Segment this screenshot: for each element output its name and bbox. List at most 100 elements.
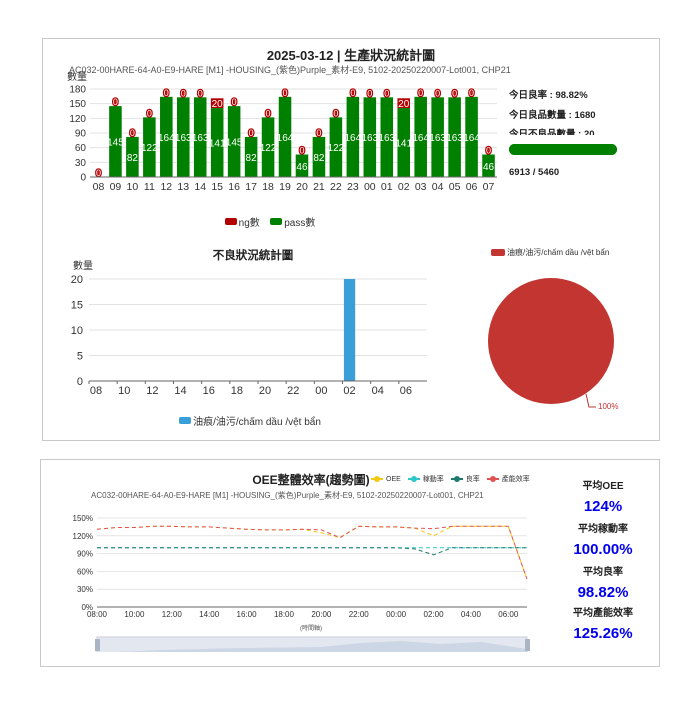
production-x-tick-label: 22	[330, 181, 342, 193]
production-bar-pass[interactable]	[278, 96, 292, 177]
production-ng-label: 0	[435, 88, 440, 98]
production-y-tick-label: 120	[69, 114, 86, 125]
production-x-tick-label: 10	[127, 181, 139, 193]
oee-series-line[interactable]	[96, 525, 528, 580]
production-ng-label: 0	[469, 88, 474, 98]
pie-percent-label: 100%	[598, 402, 618, 411]
production-ng-label: 0	[232, 97, 237, 107]
production-bar-pass[interactable]	[227, 106, 241, 177]
production-bar-pass[interactable]	[109, 106, 122, 177]
oee-y-tick-label: 60%	[77, 567, 93, 576]
legend-item-pass[interactable]: pass數	[270, 214, 315, 229]
production-x-tick-label: 03	[415, 181, 427, 193]
production-bar-pass[interactable]	[312, 136, 326, 177]
oee-y-tick-label: 30%	[77, 585, 93, 594]
production-pass-label: 122	[141, 143, 158, 154]
defect-chart-title: 不良狀況統計圖	[212, 250, 294, 262]
production-bar-pass[interactable]	[126, 136, 139, 177]
avg-availability-value: 100.00%	[573, 541, 633, 558]
production-bar-pass[interactable]	[380, 97, 394, 177]
oee-legend-dot	[410, 476, 417, 482]
production-bar-pass[interactable]	[261, 117, 275, 177]
defect-x-tick-label: 14	[174, 385, 186, 397]
production-x-tick-label: 19	[279, 181, 291, 193]
production-bar-pass[interactable]	[160, 96, 173, 177]
production-ng-label: 0	[384, 88, 389, 98]
production-bar-pass[interactable]	[295, 154, 309, 177]
zoom-handle-right[interactable]	[525, 639, 530, 651]
production-y-tick-label: 0	[80, 173, 86, 184]
avg-oee-block: 平均OEE 124%	[563, 477, 643, 515]
defect-legend-item[interactable]: 油痕/油污/chấm dầu /vệt bẩn	[179, 413, 321, 428]
production-bar-pass[interactable]	[431, 97, 444, 177]
oee-legend-item[interactable]: OEE	[371, 474, 401, 484]
production-ng-label: 20	[398, 99, 410, 110]
production-pass-label: 163	[446, 133, 463, 144]
production-chart-title: 2025-03-12 | 生產狀況統計圖	[266, 48, 436, 63]
legend-swatch-pass	[270, 218, 283, 225]
oee-legend-item[interactable]: 產能效率	[486, 474, 530, 484]
production-bar-ng[interactable]	[210, 98, 224, 109]
legend-label-pass: pass數	[284, 218, 316, 229]
production-bar-pass[interactable]	[363, 97, 377, 177]
production-bar-pass[interactable]	[176, 97, 190, 177]
production-x-tick-label: 17	[245, 181, 257, 193]
progress-text: 6913 / 5460	[509, 167, 560, 178]
defect-x-tick-label: 22	[287, 385, 299, 397]
oee-x-tick-label: 04:00	[461, 610, 482, 619]
defect-x-tick-label: 04	[372, 385, 384, 397]
oee-legend: OEE 稼動率 良率 產能效率	[371, 474, 537, 484]
production-x-tick-label: 04	[432, 181, 444, 193]
production-ng-label: 0	[316, 128, 321, 138]
production-bar-pass[interactable]	[346, 96, 360, 177]
production-bar-pass[interactable]	[448, 97, 461, 177]
production-bar-pass[interactable]	[482, 154, 495, 177]
production-pass-label: 46	[483, 162, 495, 173]
production-pass-label: 82	[313, 153, 325, 164]
oee-legend-item[interactable]: 稼動率	[407, 474, 444, 484]
oee-x-tick-label: 08:00	[87, 610, 108, 619]
production-bar-pass[interactable]	[193, 97, 207, 177]
production-ng-label: 0	[283, 88, 288, 98]
oee-legend-swatch	[407, 476, 420, 482]
zoom-handle-left[interactable]	[95, 639, 100, 651]
production-pass-label: 141	[209, 139, 226, 150]
production-pass-label: 164	[463, 133, 480, 144]
production-x-tick-label: 07	[483, 181, 495, 193]
production-pass-label: 164	[158, 133, 175, 144]
legend-item-ng[interactable]: ng數	[224, 214, 260, 229]
production-pass-label: 163	[192, 133, 209, 144]
production-x-tick-label: 14	[194, 181, 206, 193]
pie-slice[interactable]	[488, 278, 614, 404]
oee-legend-dot	[374, 476, 380, 482]
production-x-tick-label: 23	[347, 181, 359, 193]
defect-bar[interactable]	[343, 279, 356, 381]
production-pass-label: 163	[378, 133, 395, 144]
production-legend: ng數 pass數	[43, 212, 503, 230]
oee-x-tick-label: 10:00	[124, 610, 145, 619]
yield-rate-text: 今日良率 : 98.82%	[509, 90, 588, 101]
oee-x-tick-label: 20:00	[311, 610, 332, 619]
production-bar-pass[interactable]	[210, 108, 224, 177]
production-bar-pass[interactable]	[244, 136, 258, 177]
avg-efficiency-block: 平均產能效率 125.26%	[559, 604, 647, 642]
production-bar-pass[interactable]	[414, 96, 427, 177]
production-pass-label: 141	[395, 139, 412, 150]
defect-x-tick-label: 08	[90, 385, 102, 397]
production-pass-label: 82	[127, 153, 139, 164]
oee-legend-label: OEE	[386, 475, 401, 483]
production-pass-label: 163	[361, 133, 378, 144]
production-bar-pass[interactable]	[397, 108, 411, 177]
avg-oee-value: 124%	[583, 498, 623, 515]
oee-legend-item[interactable]: 良率	[450, 474, 480, 484]
production-bar-pass[interactable]	[465, 96, 478, 177]
oee-line-chart: 0% 30% 60% 90% 120% 150% 08:00 10:00 12:00 14:00 1…	[73, 514, 530, 652]
production-bar-pass[interactable]	[143, 117, 156, 177]
production-bar-pass[interactable]	[329, 117, 343, 177]
oee-series-line[interactable]	[97, 547, 527, 556]
production-chart-subtitle: AC032-00HARE-64-A0-E9-HARE [M1] -HOUSING…	[69, 65, 511, 75]
production-pass-label: 82	[246, 153, 258, 164]
production-bar-ng[interactable]	[397, 98, 411, 109]
pie-legend-item[interactable]: 油痕/油污/chấm dầu /vệt bẩn	[491, 247, 609, 258]
defect-y-tick-label: 15	[71, 300, 83, 312]
